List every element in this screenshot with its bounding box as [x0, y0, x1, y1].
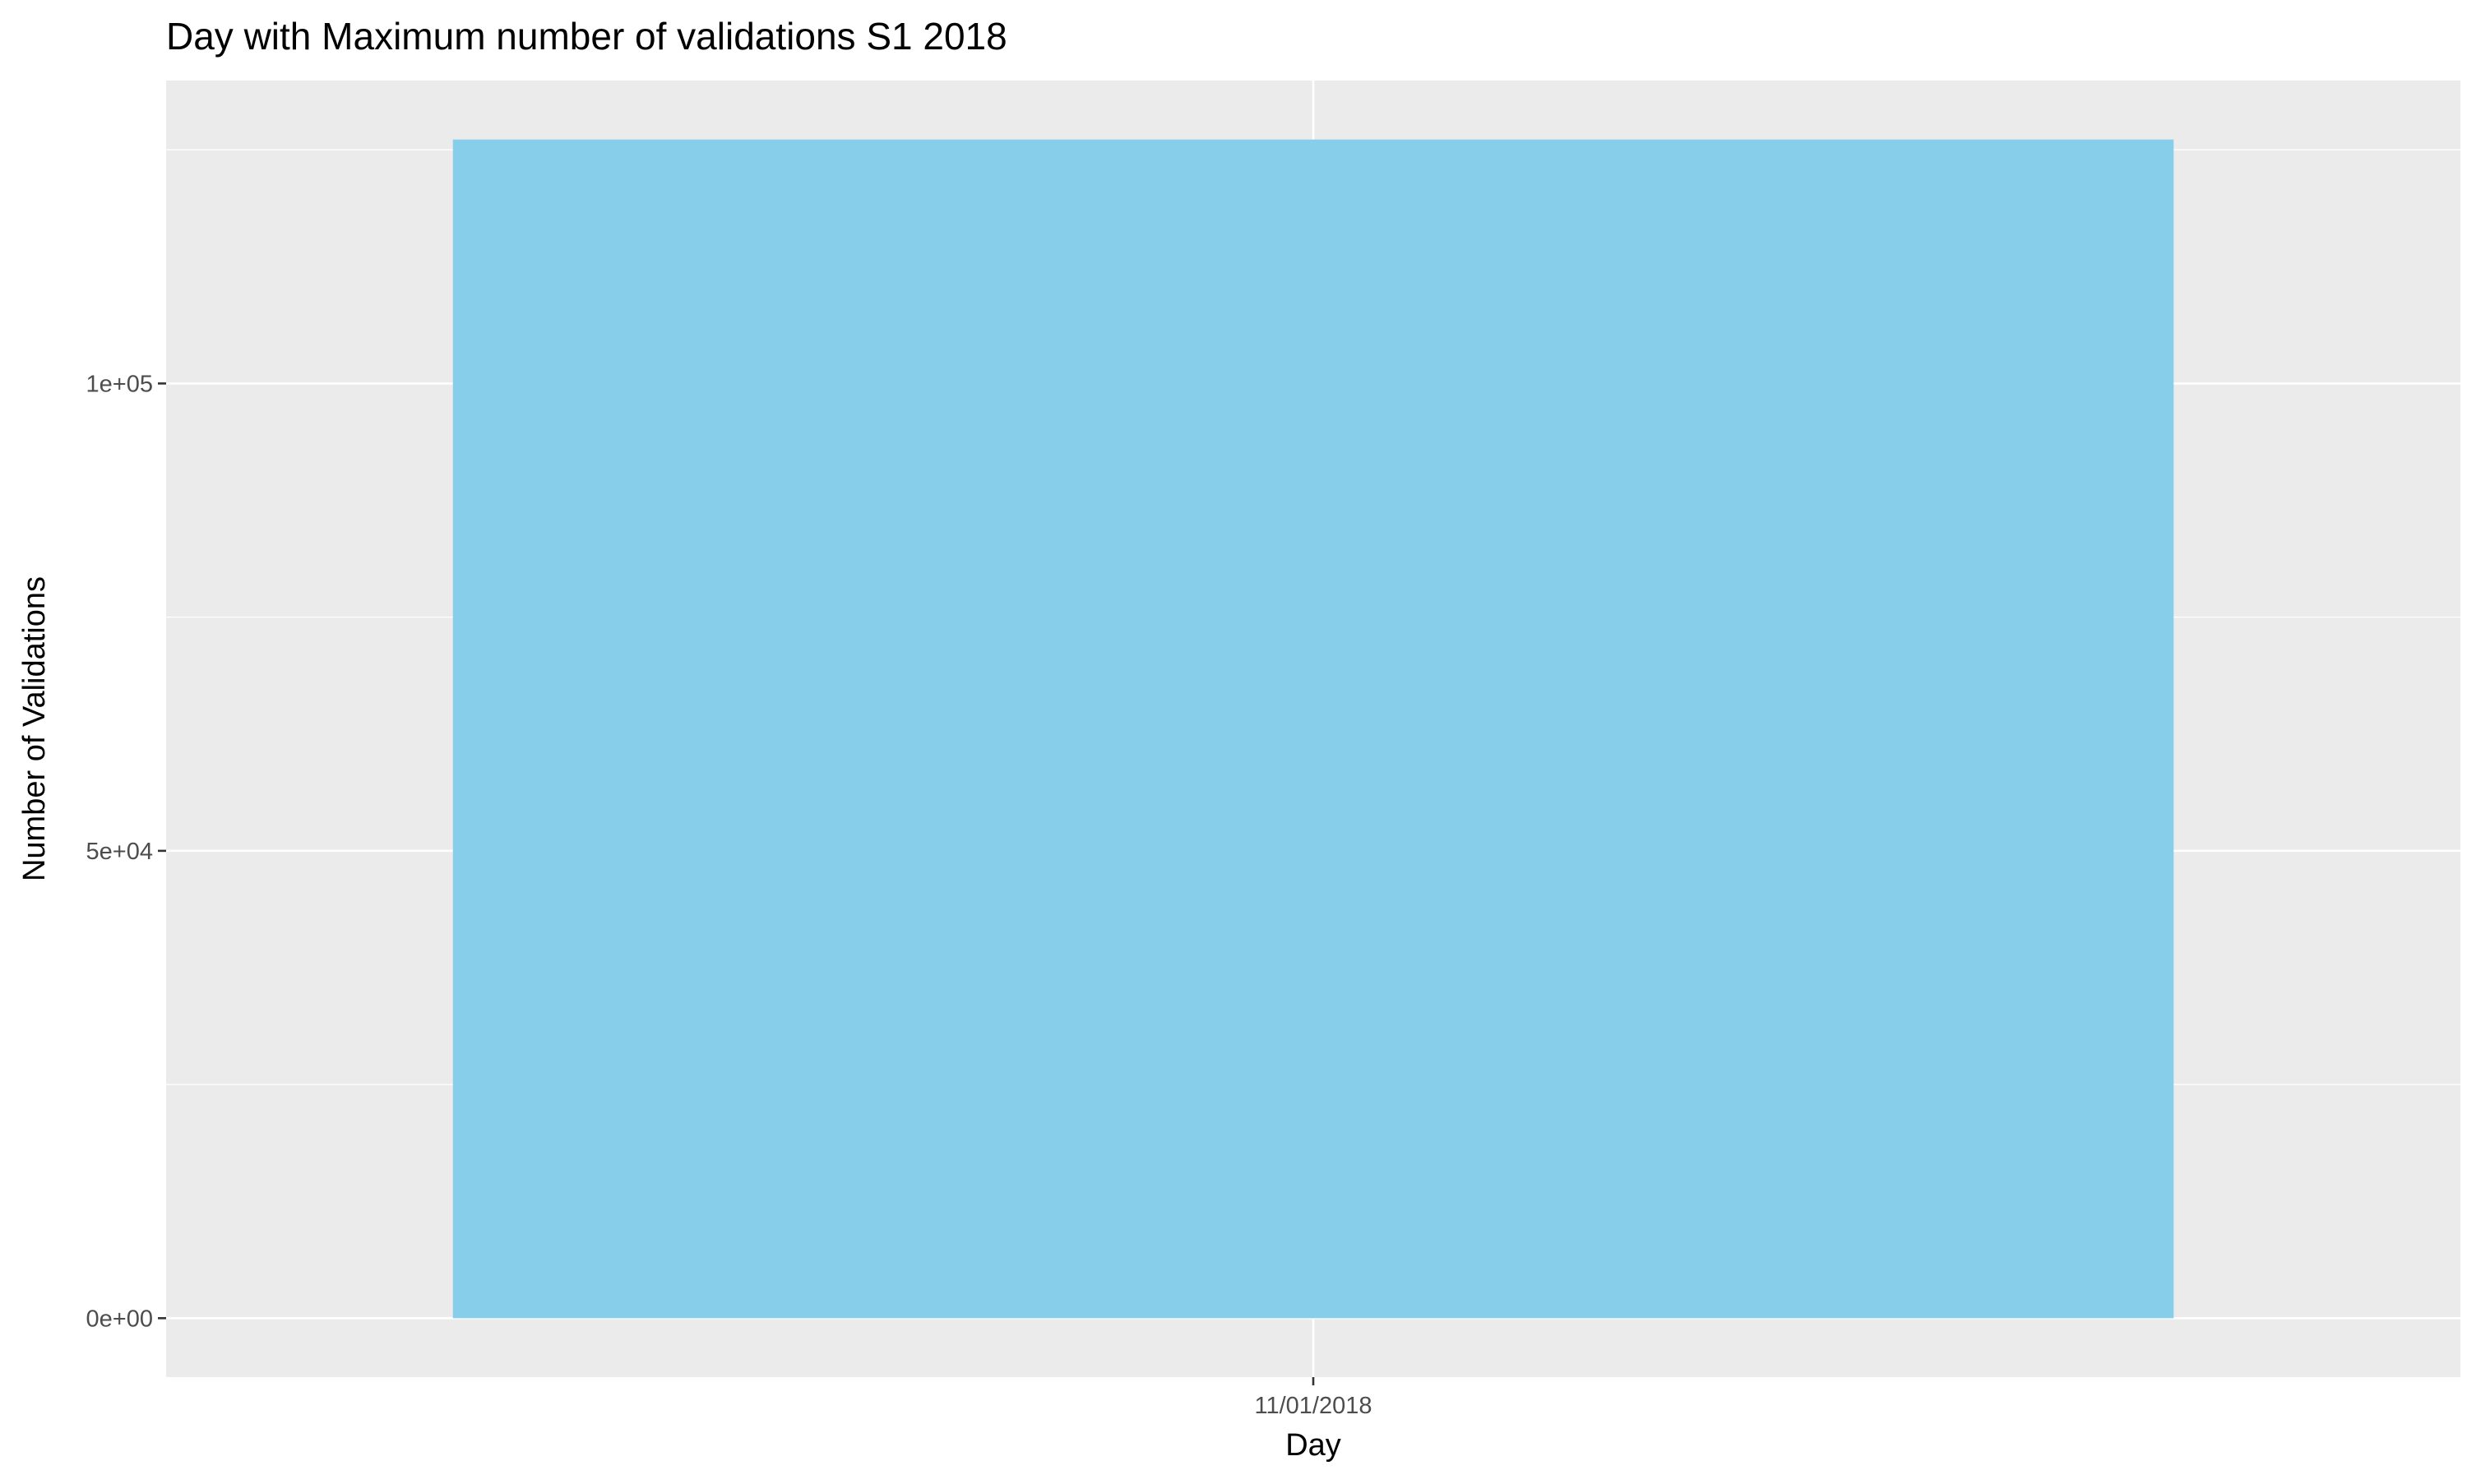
y-tick-label: 0e+00: [86, 1306, 153, 1332]
bar: [452, 139, 2174, 1319]
axes: 0e+00 5e+04 1e+05 11/01/2018: [86, 371, 1372, 1419]
x-axis-title: Day: [1285, 1428, 1341, 1463]
y-axis-title: Number of Validations: [17, 576, 52, 881]
chart-title: Day with Maximum number of validations S…: [166, 15, 1007, 58]
y-tick-label: 1e+05: [86, 371, 153, 397]
x-tick-label: 11/01/2018: [1255, 1393, 1372, 1419]
bars: [452, 139, 2174, 1319]
y-tick-label: 5e+04: [86, 839, 153, 865]
